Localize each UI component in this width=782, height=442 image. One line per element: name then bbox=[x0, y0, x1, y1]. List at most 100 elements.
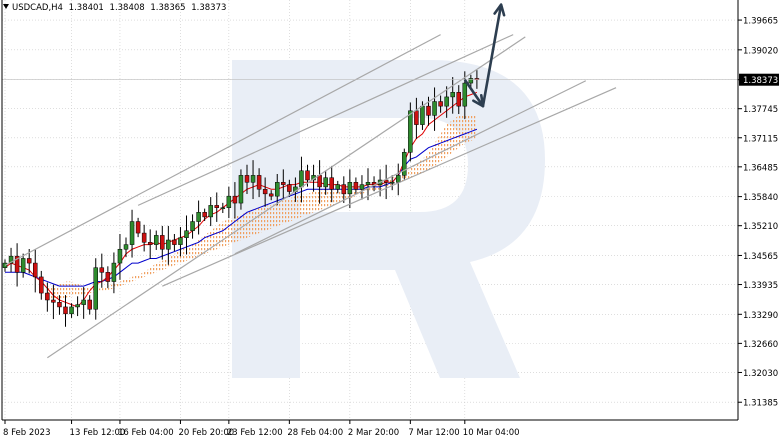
y-tick-label: 1.37745 bbox=[743, 105, 778, 115]
candle bbox=[154, 230, 159, 250]
x-tick-label: 23 Feb 12:00 bbox=[227, 428, 283, 438]
candle bbox=[135, 217, 141, 238]
candle bbox=[281, 169, 286, 199]
candle-body bbox=[323, 177, 328, 188]
candle bbox=[353, 177, 359, 195]
candle bbox=[2, 259, 8, 272]
candle-body bbox=[51, 299, 56, 303]
x-tick-label: 8 Feb 2023 bbox=[3, 428, 51, 438]
y-tick-label: 1.33935 bbox=[743, 281, 778, 291]
candle-body bbox=[450, 92, 455, 98]
candle bbox=[244, 164, 250, 194]
open-value: 1.38401 bbox=[68, 3, 104, 13]
y-tick-label: 1.35210 bbox=[743, 222, 778, 232]
candle-body bbox=[20, 258, 26, 273]
candle-body bbox=[462, 82, 468, 107]
candle bbox=[178, 227, 183, 257]
close-value: 1.38373 bbox=[191, 3, 227, 13]
candle-body bbox=[214, 205, 219, 208]
candle-body bbox=[69, 306, 74, 315]
candle-body bbox=[123, 244, 129, 250]
candle bbox=[129, 209, 135, 258]
candle bbox=[166, 225, 171, 265]
candle bbox=[432, 87, 437, 131]
candle bbox=[347, 169, 353, 209]
candle-body bbox=[444, 96, 449, 107]
candle bbox=[456, 85, 461, 115]
candle-body bbox=[26, 258, 32, 264]
candle-body bbox=[287, 184, 292, 192]
candle-body bbox=[438, 101, 443, 107]
candle bbox=[105, 266, 111, 289]
candle-body bbox=[208, 205, 213, 218]
candle-body bbox=[220, 207, 226, 209]
candle-body bbox=[432, 101, 437, 116]
candle bbox=[123, 237, 129, 258]
candle bbox=[450, 77, 455, 114]
candle bbox=[250, 160, 256, 200]
candle-body bbox=[389, 182, 395, 184]
x-tick-label: 16 Feb 04:00 bbox=[118, 428, 174, 438]
candle-body bbox=[63, 306, 68, 315]
y-tick-label: 1.32030 bbox=[743, 369, 778, 379]
candle-body bbox=[160, 235, 165, 250]
candle-body bbox=[341, 184, 347, 195]
y-tick-label: 1.39020 bbox=[743, 46, 778, 56]
candle-body bbox=[414, 110, 419, 125]
y-tick-label: 1.32660 bbox=[743, 340, 778, 350]
candle bbox=[75, 296, 80, 317]
candle bbox=[190, 214, 195, 239]
ichimoku-cloud bbox=[47, 115, 477, 300]
candle-body bbox=[317, 175, 322, 188]
candle bbox=[438, 95, 443, 113]
candle bbox=[63, 295, 68, 327]
candle bbox=[196, 200, 201, 235]
triangle-down-icon[interactable] bbox=[3, 4, 9, 9]
candle-body bbox=[99, 267, 105, 273]
candle bbox=[57, 295, 62, 315]
candle bbox=[202, 208, 207, 221]
last-price-tag bbox=[739, 73, 779, 86]
candle-body bbox=[299, 170, 304, 188]
candle bbox=[268, 190, 274, 201]
candle bbox=[87, 295, 92, 315]
candle bbox=[468, 74, 474, 88]
candle-body bbox=[238, 175, 244, 204]
candle-body bbox=[39, 276, 44, 294]
candle-body bbox=[365, 182, 371, 185]
symbol-label: USDCAD,H4 bbox=[12, 3, 63, 13]
x-tick-label: 7 Mar 12:00 bbox=[408, 428, 459, 438]
x-tick-label: 13 Feb 12:00 bbox=[70, 428, 126, 438]
candle-body bbox=[383, 179, 389, 183]
candle-body bbox=[347, 182, 353, 195]
forecast-arrow-head-down bbox=[472, 93, 485, 108]
candle-body bbox=[57, 302, 62, 308]
last-price-label: 1.38373 bbox=[743, 76, 778, 86]
candle-body bbox=[33, 262, 38, 278]
candle bbox=[111, 252, 117, 294]
candle-body bbox=[420, 105, 425, 125]
candle-body bbox=[244, 175, 250, 183]
y-tick-label: 1.34565 bbox=[743, 252, 778, 262]
candle-body bbox=[75, 304, 80, 308]
candle bbox=[33, 249, 38, 293]
candle-body bbox=[45, 292, 50, 301]
candle-body bbox=[256, 175, 262, 190]
candle bbox=[408, 102, 413, 162]
candle bbox=[172, 234, 177, 252]
candle-body bbox=[178, 237, 183, 245]
candle-body bbox=[166, 239, 171, 250]
candle bbox=[51, 284, 56, 320]
candle-body bbox=[359, 184, 365, 190]
candle bbox=[208, 197, 213, 227]
candle-body bbox=[147, 242, 153, 245]
x-tick-label: 20 Feb 20:00 bbox=[178, 428, 234, 438]
candle-body bbox=[105, 272, 111, 282]
candle-body bbox=[81, 299, 86, 305]
low-value: 1.38365 bbox=[150, 3, 186, 13]
trend-channel-line bbox=[234, 80, 587, 255]
candle bbox=[359, 175, 365, 200]
candle bbox=[141, 224, 147, 252]
